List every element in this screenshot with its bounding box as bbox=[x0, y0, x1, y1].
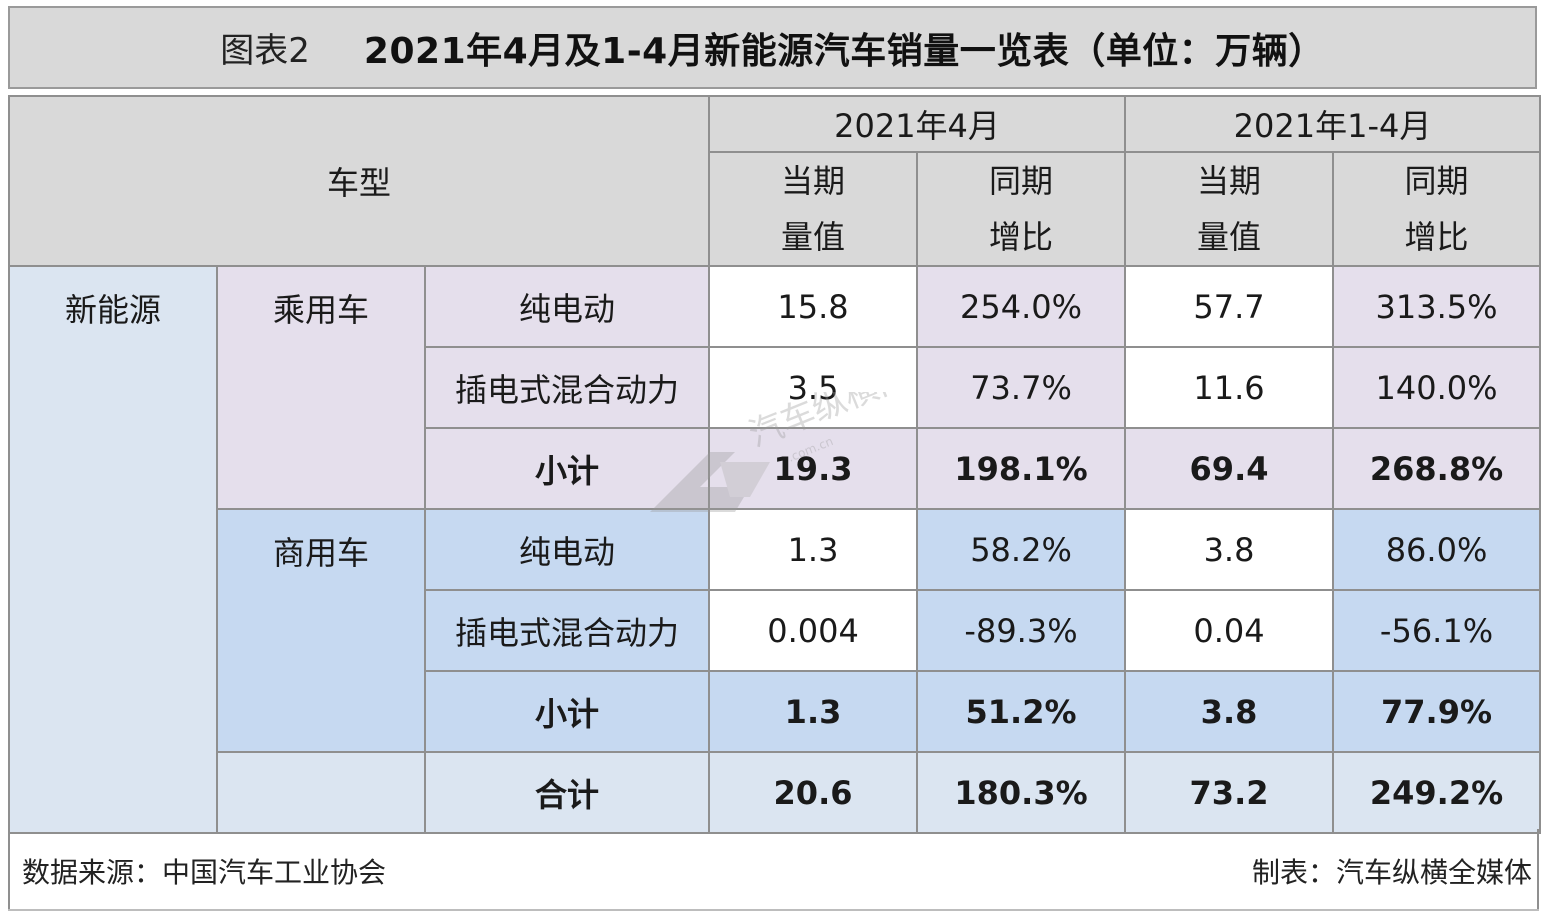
yoy-cell: 86.0% bbox=[1332, 508, 1542, 591]
title-bar: 图表2 2021年4月及1-4月新能源汽车销量一览表（单位：万辆） bbox=[8, 6, 1537, 89]
header-yoy: 同期 增比 bbox=[916, 151, 1127, 267]
header-current-l1: 当期 bbox=[781, 162, 846, 200]
footer-border-bottom bbox=[8, 909, 1539, 911]
subtotal-yoy: 77.9% bbox=[1332, 670, 1542, 753]
value-cell: 0.004 bbox=[708, 589, 919, 672]
subtotal-label: 小计 bbox=[423, 427, 711, 510]
type-cell: 纯电动 bbox=[423, 265, 711, 348]
value-cell: 11.6 bbox=[1124, 346, 1335, 429]
header-current-l1: 当期 bbox=[1197, 162, 1262, 200]
header-period-april: 2021年4月 bbox=[708, 95, 1127, 153]
total-yoy: 180.3% bbox=[916, 751, 1127, 834]
header-current-l2: 量值 bbox=[781, 218, 846, 256]
footer-border-right bbox=[1537, 829, 1539, 911]
type-cell: 纯电动 bbox=[423, 508, 711, 591]
yoy-cell: 58.2% bbox=[916, 508, 1127, 591]
header-yoy-l2: 增比 bbox=[989, 218, 1054, 256]
yoy-cell: 254.0% bbox=[916, 265, 1127, 348]
sales-table: 车型 2021年4月 2021年1-4月 当期 量值 同期 增比 当期 量值 同… bbox=[7, 95, 1542, 834]
header-current-l2: 量值 bbox=[1197, 218, 1262, 256]
subtotal-label: 小计 bbox=[423, 670, 711, 753]
header-current-value: 当期 量值 bbox=[708, 151, 919, 267]
total-yoy: 249.2% bbox=[1332, 751, 1542, 834]
value-cell: 57.7 bbox=[1124, 265, 1335, 348]
table-maker: 制表：汽车纵横全媒体 bbox=[1251, 856, 1532, 889]
yoy-cell: -56.1% bbox=[1332, 589, 1542, 672]
total-value: 20.6 bbox=[708, 751, 919, 834]
group-commercial: 商用车 bbox=[216, 508, 426, 753]
header-yoy-l2: 增比 bbox=[1404, 218, 1469, 256]
header-current-value-ytd: 当期 量值 bbox=[1124, 151, 1335, 267]
total-label: 合计 bbox=[425, 751, 711, 834]
yoy-cell: 73.7% bbox=[916, 346, 1127, 429]
category-new-energy-cont bbox=[8, 752, 218, 834]
yoy-cell: 140.0% bbox=[1332, 346, 1542, 429]
value-cell: 3.8 bbox=[1124, 508, 1335, 591]
subtotal-yoy: 51.2% bbox=[916, 670, 1127, 753]
header-period-ytd: 2021年1-4月 bbox=[1124, 95, 1542, 153]
figure-number: 图表2 bbox=[220, 31, 310, 71]
header-yoy-ytd: 同期 增比 bbox=[1332, 151, 1542, 267]
yoy-cell: 313.5% bbox=[1332, 265, 1542, 348]
type-cell: 插电式混合动力 bbox=[423, 346, 711, 429]
value-cell: 15.8 bbox=[708, 265, 919, 348]
subtotal-value: 1.3 bbox=[708, 670, 919, 753]
value-cell: 0.04 bbox=[1124, 589, 1335, 672]
subtotal-value: 3.8 bbox=[1124, 670, 1335, 753]
subtotal-yoy: 198.1% bbox=[916, 427, 1127, 510]
subtotal-value: 69.4 bbox=[1124, 427, 1335, 510]
subtotal-yoy: 268.8% bbox=[1332, 427, 1542, 510]
yoy-cell: -89.3% bbox=[916, 589, 1127, 672]
value-cell: 1.3 bbox=[708, 508, 919, 591]
value-cell: 3.5 bbox=[708, 346, 919, 429]
subtotal-value: 19.3 bbox=[708, 427, 919, 510]
type-cell: 插电式混合动力 bbox=[423, 589, 711, 672]
header-yoy-l1: 同期 bbox=[989, 162, 1054, 200]
header-model: 车型 bbox=[7, 95, 711, 267]
total-value: 73.2 bbox=[1124, 751, 1335, 834]
category-new-energy: 新能源 bbox=[8, 265, 218, 752]
frame-top bbox=[0, 0, 1546, 6]
header-yoy-l1: 同期 bbox=[1404, 162, 1469, 200]
table-title: 2021年4月及1-4月新能源汽车销量一览表（单位：万辆） bbox=[363, 30, 1325, 72]
data-source: 数据来源：中国汽车工业协会 bbox=[22, 856, 387, 889]
total-spacer bbox=[217, 751, 426, 834]
group-passenger: 乘用车 bbox=[216, 265, 426, 510]
footer-border-left bbox=[8, 829, 10, 911]
